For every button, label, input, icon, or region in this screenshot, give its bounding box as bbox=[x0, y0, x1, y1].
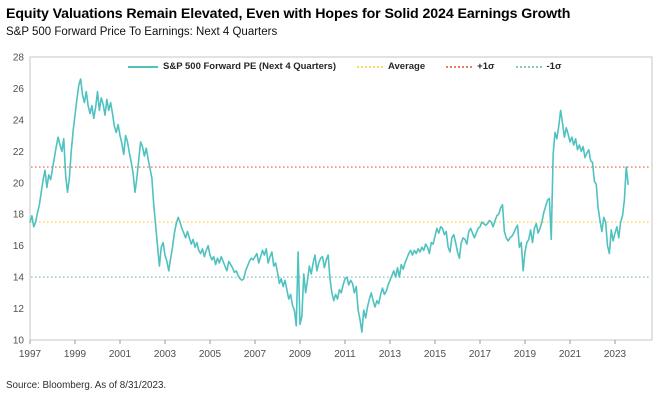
svg-text:2017: 2017 bbox=[469, 349, 492, 360]
svg-text:16: 16 bbox=[13, 241, 25, 252]
svg-text:2007: 2007 bbox=[244, 349, 267, 360]
series-line-swatch bbox=[128, 65, 158, 68]
svg-text:12: 12 bbox=[13, 304, 25, 315]
svg-text:26: 26 bbox=[13, 84, 25, 95]
average-line-swatch bbox=[357, 65, 383, 68]
svg-text:28: 28 bbox=[13, 53, 25, 64]
svg-text:2021: 2021 bbox=[559, 349, 582, 360]
svg-text:2005: 2005 bbox=[199, 349, 222, 360]
svg-text:2023: 2023 bbox=[604, 349, 627, 360]
chart-subtitle: S&P 500 Forward Price To Earnings: Next … bbox=[6, 26, 278, 38]
legend-item-minus-1sd: -1σ bbox=[515, 61, 562, 72]
legend-item-series: S&P 500 Forward PE (Next 4 Quarters) bbox=[128, 61, 336, 72]
svg-text:24: 24 bbox=[13, 115, 25, 126]
svg-text:14: 14 bbox=[13, 273, 25, 284]
legend-item-plus-1sd: +1σ bbox=[446, 61, 495, 72]
svg-text:2013: 2013 bbox=[379, 349, 402, 360]
svg-text:2015: 2015 bbox=[424, 349, 447, 360]
svg-text:2001: 2001 bbox=[109, 349, 132, 360]
svg-text:2009: 2009 bbox=[289, 349, 312, 360]
minus-1sd-line-swatch bbox=[515, 65, 542, 68]
svg-text:22: 22 bbox=[13, 147, 25, 158]
plus-1sd-line-swatch bbox=[446, 65, 473, 68]
svg-text:1997: 1997 bbox=[19, 349, 42, 360]
legend-label-plus-1sd: +1σ bbox=[477, 61, 495, 72]
svg-text:18: 18 bbox=[13, 210, 25, 221]
legend-label-minus-1sd: -1σ bbox=[546, 61, 562, 72]
svg-text:2019: 2019 bbox=[514, 349, 537, 360]
page-title: Equity Valuations Remain Elevated, Even … bbox=[6, 6, 571, 22]
chart-legend: S&P 500 Forward PE (Next 4 Quarters) Ave… bbox=[128, 61, 561, 72]
legend-label-series: S&P 500 Forward PE (Next 4 Quarters) bbox=[163, 61, 336, 72]
svg-text:1999: 1999 bbox=[64, 349, 87, 360]
svg-text:10: 10 bbox=[13, 336, 25, 347]
svg-text:2011: 2011 bbox=[334, 349, 356, 360]
source-note: Source: Bloomberg. As of 8/31/2023. bbox=[6, 380, 167, 391]
svg-text:2003: 2003 bbox=[154, 349, 177, 360]
legend-item-average: Average bbox=[357, 61, 425, 72]
svg-text:20: 20 bbox=[13, 178, 25, 189]
legend-label-average: Average bbox=[388, 61, 426, 72]
